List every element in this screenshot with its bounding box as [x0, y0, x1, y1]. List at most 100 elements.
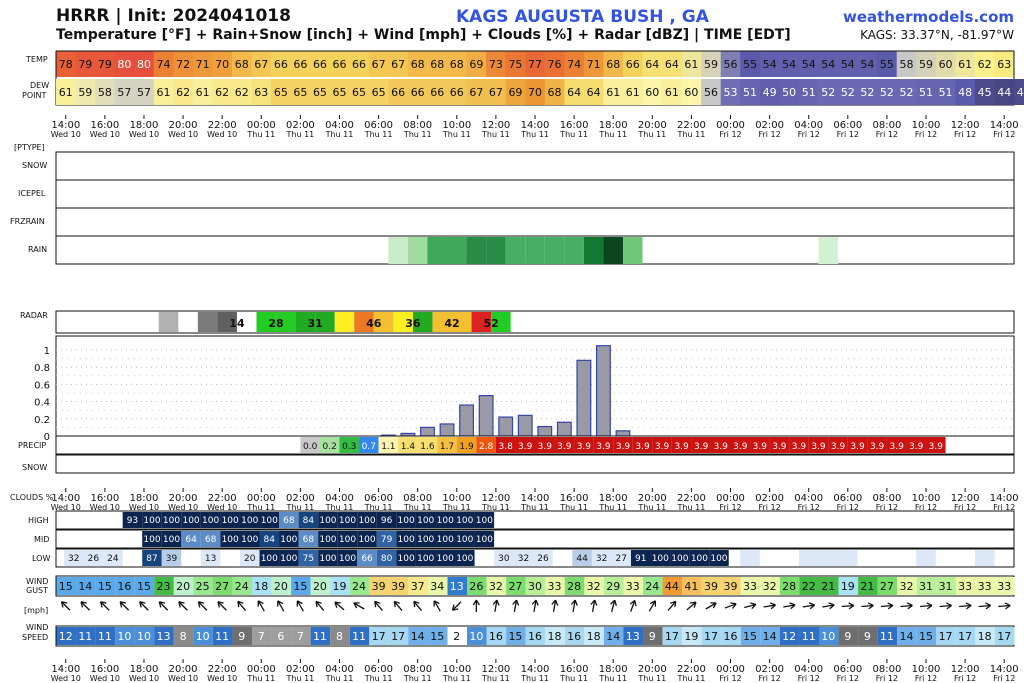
temp-cell	[681, 51, 702, 77]
arrow-shaft	[178, 601, 188, 611]
wind-gust-value: 33	[743, 580, 757, 593]
cloud-high-cell	[239, 512, 260, 528]
precip-accum-cell	[886, 437, 907, 453]
precip-accum-value: 3.9	[890, 442, 905, 452]
cloud-low-cell	[259, 550, 280, 566]
day-tick-label: Fri 12	[915, 130, 937, 139]
dewpoint-cell	[779, 79, 800, 105]
temp-cell	[720, 51, 741, 77]
time-tick-label: 20:00	[638, 493, 667, 504]
day-tick-label: Thu 11	[481, 503, 510, 512]
cloud-mid-value: 100	[417, 535, 434, 545]
cloud-low-cell	[630, 550, 651, 566]
wind-speed-cell	[682, 627, 702, 645]
wind-gust-cell	[975, 577, 995, 595]
wind-direction-arrow	[570, 599, 578, 613]
cloud-high-value: 100	[417, 516, 434, 526]
dewpoint-value: 49	[763, 86, 777, 99]
wind-direction-arrow	[451, 601, 462, 611]
temp-value: 54	[860, 58, 874, 71]
dewpoint-cell	[290, 79, 311, 105]
wind-gust-value: 39	[372, 580, 386, 593]
temp-cell	[192, 51, 213, 77]
temp-value: 78	[59, 58, 73, 71]
temp-cell	[368, 51, 389, 77]
arrow-head	[649, 600, 657, 607]
cloud-low-value: 100	[652, 554, 669, 564]
time-tick-label: 10:00	[912, 493, 941, 504]
wind-gust-cell	[545, 577, 565, 595]
cloud-low-cell	[200, 550, 221, 566]
day-tick-label: Thu 11	[286, 503, 315, 512]
arrow-shaft	[959, 604, 972, 608]
cloud-low-cell	[572, 550, 592, 566]
dewpoint-value: 61	[626, 86, 640, 99]
arrow-shaft	[802, 604, 815, 608]
wind-gust-cell	[134, 577, 155, 595]
arrow-head	[100, 601, 107, 608]
day-tick-label: Wed 10	[90, 503, 120, 512]
arrow-shaft	[763, 604, 776, 608]
temp-cell	[173, 51, 194, 77]
wind-gust-value: 27	[508, 580, 522, 593]
cloud-mid-value: 100	[163, 535, 180, 545]
wind-speed-cell	[252, 627, 272, 645]
cloud-high-cell	[396, 512, 416, 528]
temp-value: 59	[919, 58, 933, 71]
precip-accum-cell	[398, 437, 418, 453]
precip-bar	[498, 416, 514, 437]
arrow-head	[808, 602, 816, 610]
wind-direction-arrow	[861, 602, 874, 610]
time-tick-label: 12:00	[481, 493, 510, 504]
cloud-high-value: 84	[303, 516, 315, 526]
wind-direction-arrow	[783, 602, 796, 610]
temp-value: 67	[391, 58, 405, 71]
arrow-head	[257, 600, 264, 607]
wind-speed-cell	[897, 627, 917, 645]
temp-cell	[818, 51, 839, 77]
wind-direction-arrow	[667, 600, 677, 612]
dewpoint-cell	[974, 79, 995, 105]
dewpoint-cell	[798, 79, 819, 105]
dewpoint-cell	[838, 79, 859, 105]
temp-value: 66	[274, 58, 288, 71]
time-tick-label: 00:00	[716, 493, 745, 504]
temp-value: 62	[978, 58, 992, 71]
wind-direction-arrow	[237, 600, 247, 612]
wind-speed-cell	[134, 627, 155, 645]
dewpoint-cell	[251, 79, 272, 105]
temp-cell	[95, 51, 116, 77]
brand-link[interactable]: weathermodels.com	[842, 8, 1014, 26]
temp-value: 68	[450, 58, 464, 71]
day-tick-label: Thu 11	[246, 674, 275, 683]
time-tick-label: 20:00	[169, 664, 198, 675]
temp-cell	[994, 51, 1015, 77]
temp-cell	[798, 51, 819, 77]
wind-gust-cell	[682, 577, 702, 595]
cloud-mid-value: 100	[398, 535, 415, 545]
wind-direction-arrow	[257, 600, 265, 612]
temp-value: 54	[763, 58, 777, 71]
dewpoint-value: 63	[254, 86, 268, 99]
cloud-low-value: 75	[303, 554, 314, 564]
cloud-low-cell	[396, 550, 416, 566]
arrow-shaft	[80, 601, 91, 611]
wind-direction-arrow	[178, 601, 188, 611]
dewpoint-value: 65	[352, 86, 366, 99]
cloud-high-cell	[357, 512, 377, 528]
wind-speed-cell	[95, 627, 116, 645]
wind-direction-arrow	[724, 602, 737, 609]
time-tick-label: 00:00	[247, 120, 276, 131]
wind-gust-row: 15 14 15 16 15 23 20 25 27 24 18 20 15 20 19 24 39 39 37 34…	[55, 575, 1015, 597]
cloud-low-faint-cell	[798, 550, 858, 566]
cloud-mid-cell	[318, 531, 338, 547]
arrow-head	[710, 602, 717, 609]
time-tick-label: 14:00	[990, 493, 1019, 504]
cloud-mid-cell	[220, 531, 240, 547]
wind-gust-cell	[56, 577, 77, 595]
wind-speed-cell	[291, 627, 311, 645]
day-tick-label: Fri 12	[993, 503, 1015, 512]
precip-accum-value: 0.7	[362, 442, 376, 452]
precip-accum-cell	[319, 437, 340, 453]
day-tick-label: Fri 12	[719, 130, 741, 139]
